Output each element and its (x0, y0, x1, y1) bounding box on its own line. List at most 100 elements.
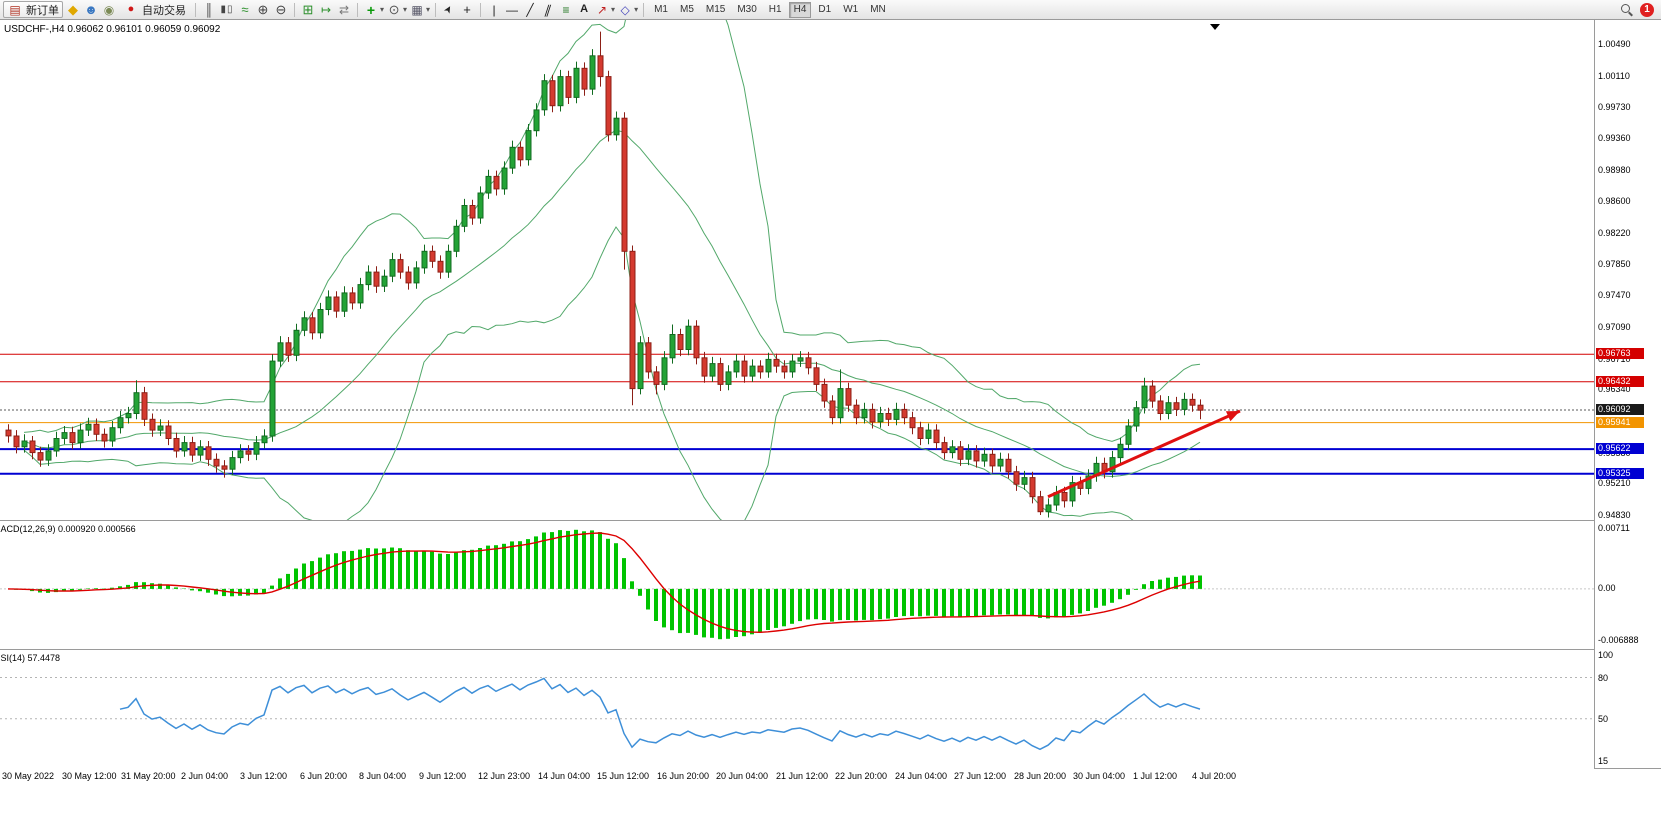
price-level-label[interactable]: 0.95622 (1596, 443, 1644, 455)
candle (461, 205, 468, 227)
panel-separator[interactable] (0, 649, 1661, 650)
price-tick-label: 0.97470 (1598, 290, 1631, 301)
bars-chart-icon[interactable] (201, 2, 217, 18)
candle (901, 408, 908, 419)
timeframe-m15[interactable]: M15 (701, 2, 730, 18)
toolbar-separator (480, 2, 482, 17)
candle (1157, 400, 1164, 414)
tile-windows-icon[interactable] (300, 2, 316, 18)
macd-panel (0, 521, 1594, 648)
macd-canvas[interactable] (0, 521, 1594, 648)
trendline-tool-icon[interactable] (522, 2, 538, 18)
price-level-label[interactable]: 0.96432 (1596, 375, 1644, 387)
candle (557, 76, 564, 107)
candle (13, 435, 20, 448)
line-chart-icon[interactable] (237, 2, 253, 18)
candle (629, 250, 636, 390)
time-tick-label: 9 Jun 12:00 (419, 771, 467, 781)
notification-badge[interactable]: 1 (1640, 2, 1654, 17)
candle (21, 440, 28, 448)
timeframe-m5[interactable]: M5 (675, 2, 699, 18)
indicators-icon[interactable] (363, 2, 379, 18)
candle (973, 450, 980, 462)
candle (189, 442, 196, 456)
profile-icon[interactable] (83, 2, 99, 18)
templates-icon[interactable] (409, 2, 425, 18)
candle (221, 465, 228, 470)
periods-icon[interactable] (386, 2, 402, 18)
candle (1037, 496, 1044, 513)
timeframe-d1[interactable]: D1 (813, 2, 836, 18)
time-tick-label: 28 Jun 20:00 (1014, 771, 1067, 781)
time-tick-label: 30 Jun 04:00 (1073, 771, 1126, 781)
rsi-canvas[interactable] (0, 650, 1594, 767)
search-icon[interactable] (1618, 2, 1634, 18)
cursor-icon[interactable] (441, 2, 457, 18)
fibonacci-tool-icon[interactable] (558, 2, 574, 18)
price-axis-separator (1594, 20, 1595, 768)
shapes-tool-icon[interactable] (617, 2, 633, 18)
time-tick-label: 27 Jun 12:00 (954, 771, 1007, 781)
timeframe-h4[interactable]: H4 (788, 1, 812, 18)
main-chart-canvas[interactable] (0, 20, 1594, 520)
macd-signal-line (7, 532, 1201, 634)
mql-market-icon[interactable] (65, 2, 81, 18)
candle (101, 433, 108, 442)
candle (797, 357, 804, 362)
price-level-label[interactable]: 0.96763 (1596, 348, 1644, 360)
alerts-icon[interactable] (101, 2, 117, 18)
horizontal-line-tool-icon[interactable] (504, 2, 520, 18)
candle (61, 432, 68, 439)
trend-arrow[interactable] (1047, 409, 1241, 499)
zoom-out-icon[interactable] (273, 2, 289, 18)
panel-separator[interactable] (0, 520, 1661, 521)
text-tool-icon[interactable] (576, 2, 592, 18)
candle (293, 329, 300, 356)
new-order-label: 新订单 (26, 4, 59, 17)
channel-tool-icon[interactable] (540, 2, 556, 18)
candle (981, 453, 988, 462)
candle (893, 408, 900, 420)
candle (421, 250, 428, 269)
price-level-label[interactable]: 0.95941 (1596, 416, 1644, 428)
candle (69, 432, 76, 444)
main-toolbar: 新订单 自动交易 ▾ ▾ ▾ ▾ ▾ M1 (0, 0, 1661, 20)
candle (349, 292, 356, 304)
arrows-tool-icon[interactable] (594, 2, 610, 18)
time-tick-label: 24 Jun 04:00 (895, 771, 948, 781)
candle (5, 429, 12, 437)
crosshair-icon[interactable] (459, 2, 475, 18)
time-tick-label: 30 May 2022 (2, 771, 55, 781)
time-tick-label: 14 Jun 04:00 (538, 771, 591, 781)
new-order-button[interactable]: 新订单 (3, 1, 63, 18)
candle (589, 55, 596, 90)
chart-shift-icon[interactable] (336, 2, 352, 18)
zoom-in-icon[interactable] (255, 2, 271, 18)
auto-trading-button[interactable]: 自动交易 (119, 1, 190, 18)
vertical-line-tool-icon[interactable] (486, 2, 502, 18)
candle (325, 296, 332, 310)
time-tick-label: 15 Jun 12:00 (597, 771, 650, 781)
timeframe-mn[interactable]: MN (865, 2, 891, 18)
auto-trading-icon (123, 2, 139, 18)
candle (773, 358, 780, 367)
candle (1029, 477, 1036, 498)
price-level-label[interactable]: 0.95325 (1596, 467, 1644, 479)
candle (877, 413, 884, 423)
candlestick-chart-icon[interactable] (219, 2, 235, 18)
candle (1165, 402, 1172, 415)
candle (1021, 477, 1028, 485)
candle (709, 363, 716, 377)
timeframe-h1[interactable]: H1 (764, 2, 787, 18)
candle (165, 425, 172, 439)
candle (1117, 443, 1124, 459)
timeframe-m1[interactable]: M1 (649, 2, 673, 18)
candle (397, 259, 404, 273)
timeframe-w1[interactable]: W1 (838, 2, 863, 18)
candle (1061, 492, 1068, 502)
timeframe-m30[interactable]: M30 (732, 2, 761, 18)
price-level-label[interactable]: 0.96092 (1596, 404, 1644, 416)
rsi-axis-label: 80 (1598, 672, 1609, 683)
auto-scroll-icon[interactable] (318, 2, 334, 18)
candle (229, 457, 236, 470)
